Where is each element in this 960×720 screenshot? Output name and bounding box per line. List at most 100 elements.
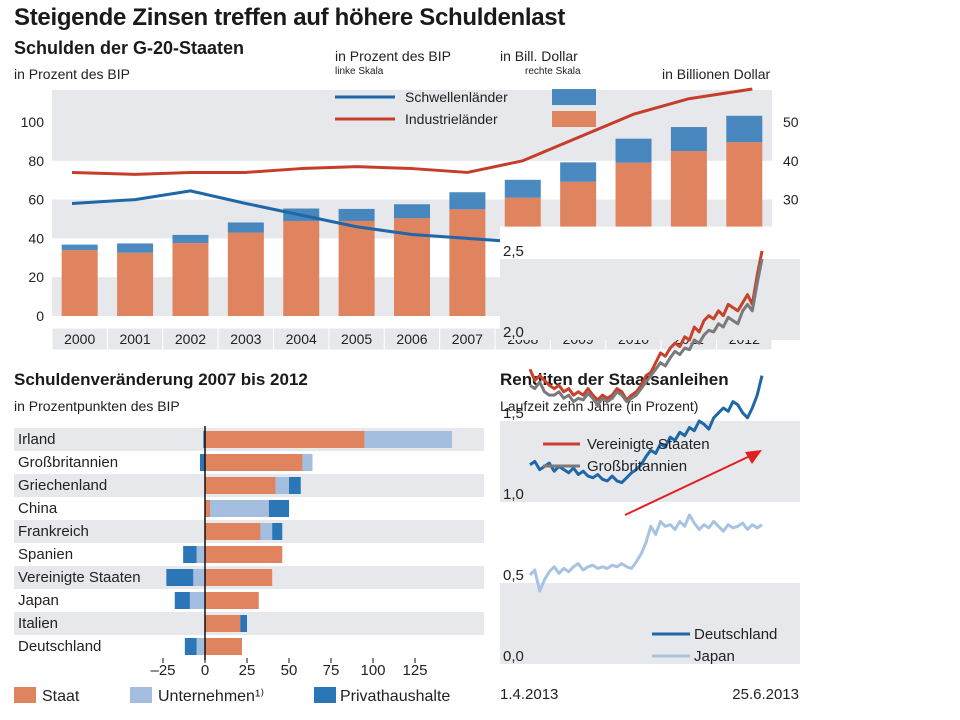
bar-schwellenlaender	[172, 234, 209, 244]
hbar-staat	[205, 523, 261, 540]
yield-legend-label-usa: Vereinigte Staaten	[587, 436, 710, 453]
hbar-privathaushalte	[203, 431, 205, 448]
yield-y-tick-label: 0,0	[503, 648, 524, 665]
bar-schwellenlaender	[504, 179, 541, 198]
hbar-category-label: Griechenland	[18, 477, 107, 494]
legend-box-unternehmen	[130, 687, 152, 703]
hbar-staat	[205, 592, 259, 609]
yield-y-tick-label: 2,5	[503, 243, 524, 260]
yield-grid-band	[500, 421, 800, 502]
hbar-privathaushalte	[272, 523, 283, 540]
hbar-staat	[205, 477, 276, 494]
yield-y-tick-label: 1,0	[503, 486, 524, 503]
hbar-x-tick-label: 100	[360, 662, 385, 679]
top-x-tick-label: 2003	[230, 331, 261, 347]
legend-label-privathaushalte: Privathaushalte	[340, 688, 450, 705]
yields-title: Renditen der Staatsanleihen	[500, 370, 729, 389]
page-title: Steigende Zinsen treffen auf höhere Schu…	[14, 4, 566, 31]
bar-schwellenlaender	[338, 208, 375, 221]
legend-box-staat	[14, 687, 36, 703]
hbar-category-label: Irland	[18, 431, 56, 448]
bar-schwellenlaender	[61, 244, 98, 251]
hbar-staat	[205, 546, 283, 563]
hbar-category-label: China	[18, 500, 58, 517]
hbar-privathaushalte	[184, 638, 197, 655]
hbar-unternehmen	[364, 431, 452, 448]
bar-industrielaender	[61, 250, 98, 316]
bar-schwellenlaender	[560, 162, 597, 182]
top-left-tick-label: 40	[28, 230, 44, 246]
hbar-privathaushalte	[174, 592, 190, 609]
hbar-unternehmen	[210, 500, 269, 517]
hbar-staat	[205, 431, 365, 448]
yield-line-gb	[529, 258, 764, 407]
top-x-tick-label: 2007	[452, 331, 483, 347]
top-left-tick-label: 0	[36, 308, 44, 324]
hbar-x-tick-label: 50	[281, 662, 298, 679]
top-left-axis-label: in Prozent des BIP	[14, 66, 130, 82]
top-grid-band	[52, 90, 772, 122]
top-legend-header-right: in Bill. Dollar	[500, 48, 578, 64]
hbar-staat	[205, 569, 273, 586]
bar-schwellenlaender	[117, 243, 154, 253]
bar-schwellenlaender	[394, 204, 430, 219]
hbar-unternehmen	[302, 454, 313, 471]
top-x-tick-label: 2004	[286, 331, 317, 347]
legend-box-privathaushalte	[314, 687, 336, 703]
legend-label-schwellen: Schwellenländer	[405, 89, 508, 105]
hbar-staat	[205, 638, 242, 655]
line-industrielaender	[71, 87, 753, 176]
top-left-tick-label: 100	[21, 114, 45, 130]
bar-industrielaender	[172, 243, 209, 316]
yield-trend-arrow	[624, 455, 751, 516]
hbar-unternehmen	[189, 592, 205, 609]
bar-schwellenlaender	[449, 192, 486, 210]
hbar-x-tick-label: 0	[201, 662, 209, 679]
yield-line-deutschland	[529, 375, 764, 485]
legend-box-industrie	[552, 111, 596, 127]
legend-box-schwellen	[552, 89, 596, 105]
bar-industrielaender	[117, 252, 154, 316]
bar-schwellenlaender	[726, 115, 763, 143]
hbar-category-label: Großbritannien	[18, 454, 118, 471]
yield-y-tick-label: 0,5	[503, 567, 524, 584]
yield-line-usa	[528, 250, 764, 402]
hbar-category-label: Italien	[18, 615, 58, 632]
bar-schwellenlaender	[227, 222, 264, 233]
top-x-tick-label: 2001	[119, 331, 150, 347]
top-chart-title: Schulden der G-20-Staaten	[14, 38, 245, 58]
hbar-privathaushalte	[183, 546, 197, 563]
debt-change-title: Schuldenveränderung 2007 bis 2012	[14, 370, 308, 389]
hbar-staat	[205, 615, 241, 632]
top-x-tick-label: 2002	[175, 331, 206, 347]
hbar-unternehmen	[193, 569, 205, 586]
yield-grid-band	[500, 226, 800, 259]
hbar-privathaushalte	[268, 500, 289, 517]
hbar-unternehmen	[260, 523, 273, 540]
top-grid-band	[52, 122, 772, 161]
hbar-category-label: Frankreich	[18, 523, 89, 540]
hbar-unternehmen	[275, 477, 289, 494]
top-right-tick-label: 30	[783, 192, 799, 208]
hbar-unternehmen	[196, 638, 205, 655]
yield-y-tick-label: 1,5	[503, 405, 524, 422]
debt-change-subtitle: in Prozentpunkten des BIP	[14, 398, 180, 414]
hbar-category-label: Vereinigte Staaten	[18, 569, 141, 586]
hbar-privathaushalte	[166, 569, 194, 586]
top-left-tick-label: 60	[28, 192, 44, 208]
top-legend-header-left: in Prozent des BIP	[335, 48, 451, 64]
top-right-tick-label: 50	[783, 114, 799, 130]
hbar-staat	[205, 500, 211, 517]
yields-subtitle: Laufzeit zehn Jahre (in Prozent)	[500, 398, 699, 414]
hbar-privathaushalte	[289, 477, 301, 494]
hbar-privathaushalte	[240, 615, 247, 632]
legend-label-staat: Staat	[42, 688, 80, 705]
bar-industrielaender	[227, 232, 264, 316]
yield-trend-arrowhead	[745, 450, 762, 464]
hbar-x-tick-label: –25	[150, 662, 175, 679]
hbar-x-tick-label: 25	[239, 662, 256, 679]
yield-x-label-start: 1.4.2013	[500, 686, 558, 703]
yield-y-tick-label: 2,0	[503, 324, 524, 341]
bar-industrielaender	[283, 220, 320, 316]
